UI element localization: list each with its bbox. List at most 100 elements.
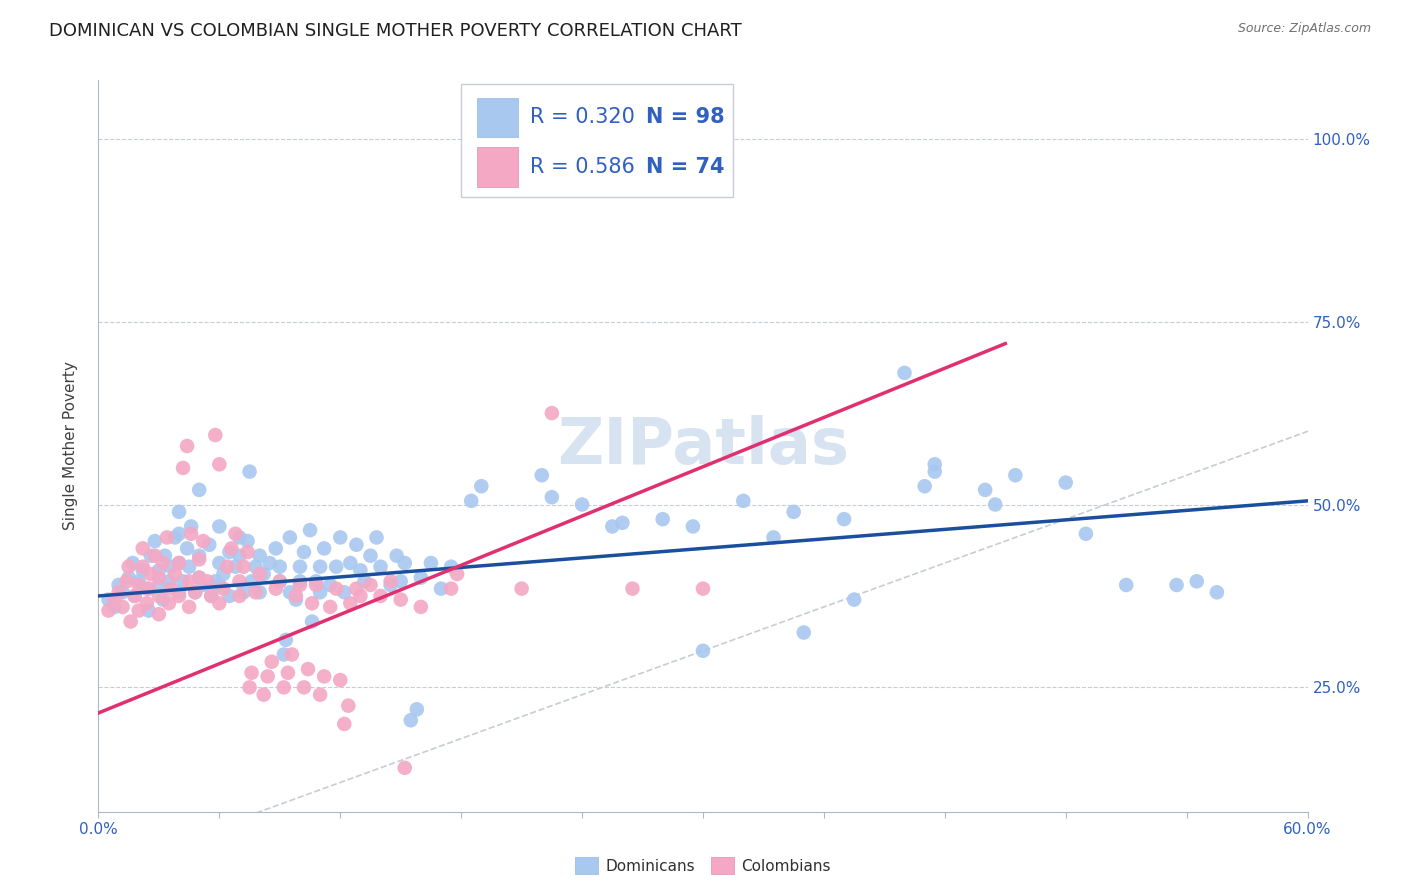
Point: [305, 574, 328, 589]
Point: [602, 164, 624, 178]
Point: [344, 582, 367, 596]
Point: [228, 530, 250, 544]
Text: DOMINICAN VS COLOMBIAN SINGLE MOTHER POVERTY CORRELATION CHART: DOMINICAN VS COLOMBIAN SINGLE MOTHER POV…: [49, 22, 742, 40]
Text: R = 0.320: R = 0.320: [530, 107, 636, 128]
Point: [1185, 574, 1208, 589]
Point: [148, 563, 170, 577]
Point: [124, 589, 146, 603]
Point: [163, 567, 186, 582]
Point: [239, 465, 262, 479]
Point: [530, 468, 553, 483]
Point: [208, 457, 231, 471]
Point: [1004, 468, 1026, 483]
Point: [138, 582, 160, 596]
Point: [208, 556, 231, 570]
Point: [184, 585, 207, 599]
Point: [288, 559, 311, 574]
Point: [253, 688, 276, 702]
Point: [236, 534, 259, 549]
Point: [218, 589, 240, 603]
Point: [692, 582, 714, 596]
Point: [273, 681, 295, 695]
Point: [349, 589, 371, 603]
Point: [200, 589, 222, 603]
Point: [208, 596, 231, 610]
Point: [651, 512, 673, 526]
Point: [167, 505, 190, 519]
Point: [329, 673, 352, 687]
Point: [264, 582, 287, 596]
Point: [1054, 475, 1077, 490]
Point: [329, 530, 352, 544]
Point: [325, 582, 347, 596]
Point: [121, 556, 143, 570]
Point: [460, 494, 482, 508]
Point: [118, 571, 141, 585]
Point: [232, 585, 254, 599]
Point: [269, 574, 291, 589]
Point: [148, 607, 170, 622]
Point: [793, 625, 815, 640]
Point: [446, 567, 468, 582]
Point: [204, 428, 226, 442]
Point: [612, 516, 634, 530]
Point: [540, 490, 562, 504]
Point: [157, 596, 180, 610]
Point: [132, 559, 155, 574]
Point: [193, 578, 215, 592]
Point: [1074, 526, 1097, 541]
Point: [762, 530, 785, 544]
Point: [301, 596, 323, 610]
Point: [132, 541, 155, 556]
Point: [236, 545, 259, 559]
Point: [314, 541, 336, 556]
Point: [389, 574, 412, 589]
Point: [240, 574, 263, 589]
Point: [160, 582, 183, 596]
Point: [221, 541, 243, 556]
Point: [256, 669, 278, 683]
Point: [420, 556, 443, 570]
Point: [380, 574, 402, 589]
Point: [218, 545, 240, 559]
Text: ZIPatlas: ZIPatlas: [557, 415, 849, 477]
Point: [571, 498, 593, 512]
Point: [179, 574, 201, 589]
Point: [832, 512, 855, 526]
Point: [1206, 585, 1229, 599]
Point: [360, 578, 382, 592]
Point: [273, 648, 295, 662]
Point: [176, 439, 198, 453]
Point: [249, 549, 271, 563]
Point: [217, 559, 239, 574]
Point: [139, 567, 162, 582]
Point: [232, 559, 254, 574]
Text: N = 74: N = 74: [647, 157, 724, 178]
Point: [914, 479, 936, 493]
Point: [135, 596, 157, 610]
Point: [319, 578, 342, 592]
Point: [204, 574, 226, 589]
Point: [107, 578, 129, 592]
Point: [309, 559, 332, 574]
Point: [337, 698, 360, 713]
Point: [344, 538, 367, 552]
Point: [370, 589, 392, 603]
Point: [188, 552, 211, 566]
Point: [148, 589, 170, 603]
Point: [163, 530, 186, 544]
Point: [180, 526, 202, 541]
Point: [924, 465, 946, 479]
Point: [167, 526, 190, 541]
Point: [844, 592, 866, 607]
FancyBboxPatch shape: [477, 97, 517, 137]
Point: [208, 519, 231, 533]
Point: [97, 592, 120, 607]
Point: [224, 559, 246, 574]
Point: [148, 571, 170, 585]
Point: [228, 589, 250, 603]
Point: [510, 582, 533, 596]
FancyBboxPatch shape: [461, 84, 734, 197]
Point: [430, 582, 453, 596]
Point: [284, 592, 307, 607]
